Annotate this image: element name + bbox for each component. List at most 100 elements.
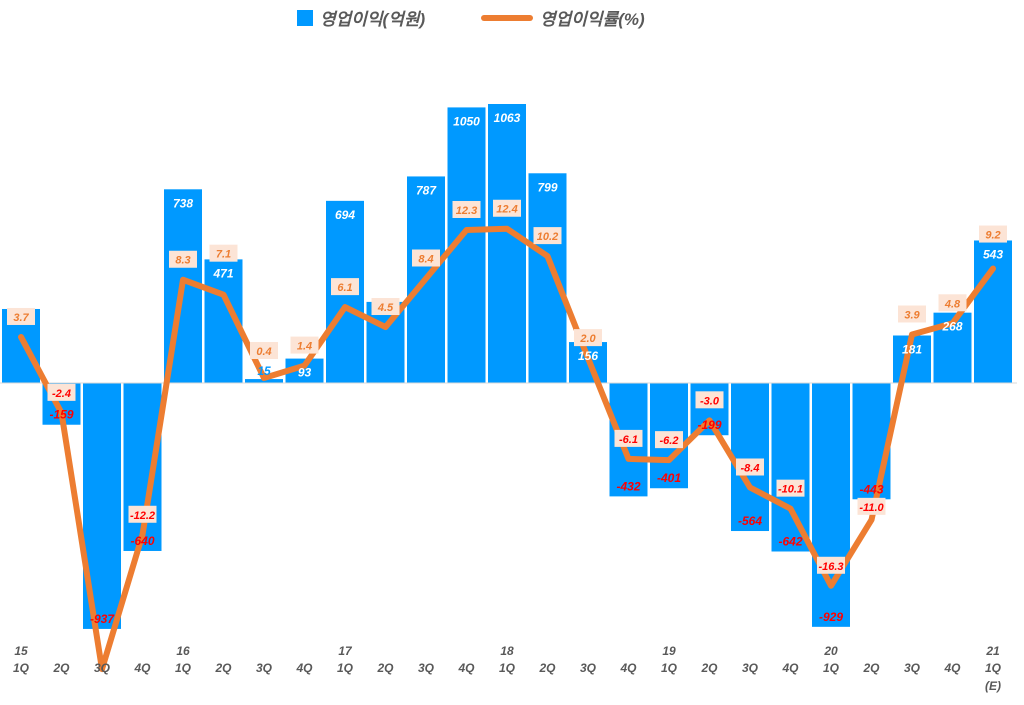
bar-label: -159 (49, 408, 73, 422)
x-quarter-label: 1Q (13, 661, 30, 675)
x-year-label: 18 (500, 644, 514, 658)
bar-label: 15 (257, 364, 271, 378)
percent-label: 2.0 (579, 333, 596, 345)
percent-label-bg (371, 298, 400, 316)
x-quarter-label: 4Q (619, 661, 637, 675)
percent-label: 10.2 (537, 231, 558, 243)
bar-label: -432 (616, 479, 640, 493)
percent-label-bg (695, 391, 724, 409)
percent-label: 12.3 (456, 205, 477, 217)
x-quarter-label: 2Q (538, 661, 556, 675)
x-quarter-label: 3Q (256, 661, 273, 675)
bar-label: 268 (941, 320, 962, 334)
x-quarter-label: 2Q (862, 661, 880, 675)
x-quarter-label: 4Q (781, 661, 799, 675)
percent-label-bg (412, 249, 440, 267)
percent-label-bg (452, 200, 481, 218)
x-estimate-label: (E) (985, 679, 1001, 693)
x-quarter-label: 4Q (943, 661, 961, 675)
percent-label-bg (250, 342, 278, 360)
bar-label: 156 (578, 349, 598, 363)
percent-label: -8.4 (741, 462, 760, 474)
bar-label: -443 (859, 482, 883, 496)
bar-label: 799 (537, 180, 557, 194)
x-quarter-label: 3Q (904, 661, 921, 675)
x-year-label: 21 (985, 644, 1000, 658)
percent-label-bg (331, 278, 359, 296)
x-year-label: 16 (176, 644, 190, 658)
bar-20 (812, 383, 850, 627)
percent-label: 1.4 (297, 341, 312, 353)
percent-label-bg (290, 336, 319, 354)
percent-label-bg (533, 227, 562, 245)
legend-bar-label: 영업이익(억원) (320, 10, 426, 29)
bar-21 (852, 383, 891, 500)
legend-line-label: 영업이익률(%) (540, 10, 645, 29)
percent-label: -3.0 (700, 395, 720, 407)
bar-13 (528, 173, 567, 383)
percent-label-bg (493, 199, 521, 217)
percent-label-bg (776, 479, 805, 497)
percent-label-bg (574, 329, 602, 347)
x-quarter-label: 2Q (214, 661, 232, 675)
percent-label-bg (979, 225, 1007, 243)
percent-label: 3.9 (904, 309, 920, 321)
x-quarter-label: 3Q (742, 661, 759, 675)
x-year-label: 15 (14, 644, 28, 658)
bar-label: 93 (298, 366, 312, 380)
bar-label: 1050 (453, 114, 480, 128)
bar-label: -199 (697, 418, 721, 432)
percent-label: -12.2 (130, 510, 155, 522)
x-quarter-label: 3Q (418, 661, 435, 675)
percent-label: -11.0 (859, 502, 884, 514)
x-quarter-label: 1Q (985, 661, 1002, 675)
percent-label: 4.5 (377, 302, 394, 314)
x-quarter-label: 2Q (700, 661, 718, 675)
bar-12 (488, 104, 526, 383)
bar-6 (245, 379, 283, 383)
legend-bar-swatch (297, 10, 313, 26)
percent-label-bg (47, 383, 76, 401)
x-quarter-label: 1Q (175, 661, 192, 675)
x-quarter-label: 1Q (661, 661, 678, 675)
percent-label: -6.2 (660, 435, 679, 447)
percent-label-bg (938, 294, 967, 312)
bar-label: -640 (130, 534, 154, 548)
percent-label: 8.4 (418, 254, 433, 266)
percent-label-bg (655, 431, 683, 449)
percent-label-bg (736, 458, 764, 476)
bar-label: -401 (657, 471, 681, 485)
x-quarter-label: 1Q (337, 661, 354, 675)
bar-label: 787 (416, 183, 437, 197)
x-quarter-label: 3Q (580, 661, 597, 675)
percent-label: 3.7 (13, 312, 29, 324)
percent-label: 6.1 (337, 282, 352, 294)
percent-label-bg (857, 497, 886, 515)
bar-label: 738 (173, 196, 193, 210)
bar-18 (731, 383, 769, 532)
percent-label: 9.2 (985, 230, 1000, 242)
x-quarter-label: 2Q (52, 661, 70, 675)
percent-label: -16.3 (818, 561, 843, 573)
bar-label: 471 (212, 266, 233, 280)
x-year-label: 20 (823, 644, 838, 658)
x-quarter-label: 4Q (133, 661, 151, 675)
percent-label: 8.3 (175, 255, 190, 267)
percent-line (18, 225, 996, 673)
percent-label: -2.4 (52, 388, 71, 400)
x-quarter-label: 3Q (94, 661, 111, 675)
bar-24 (974, 240, 1012, 383)
percent-label-bg (128, 505, 157, 523)
x-quarter-label: 1Q (499, 661, 516, 675)
percent-label: 7.1 (216, 249, 231, 261)
percent-label: -6.1 (619, 434, 638, 446)
percent-label-bg (614, 429, 643, 447)
bar-label: -929 (819, 610, 843, 624)
percent-label: -10.1 (778, 484, 803, 496)
percent-label-bg (817, 556, 845, 574)
x-quarter-label: 4Q (295, 661, 313, 675)
bar-label: -564 (738, 514, 762, 528)
bar-label: -937 (90, 612, 115, 626)
percent-label-bg (898, 305, 926, 323)
